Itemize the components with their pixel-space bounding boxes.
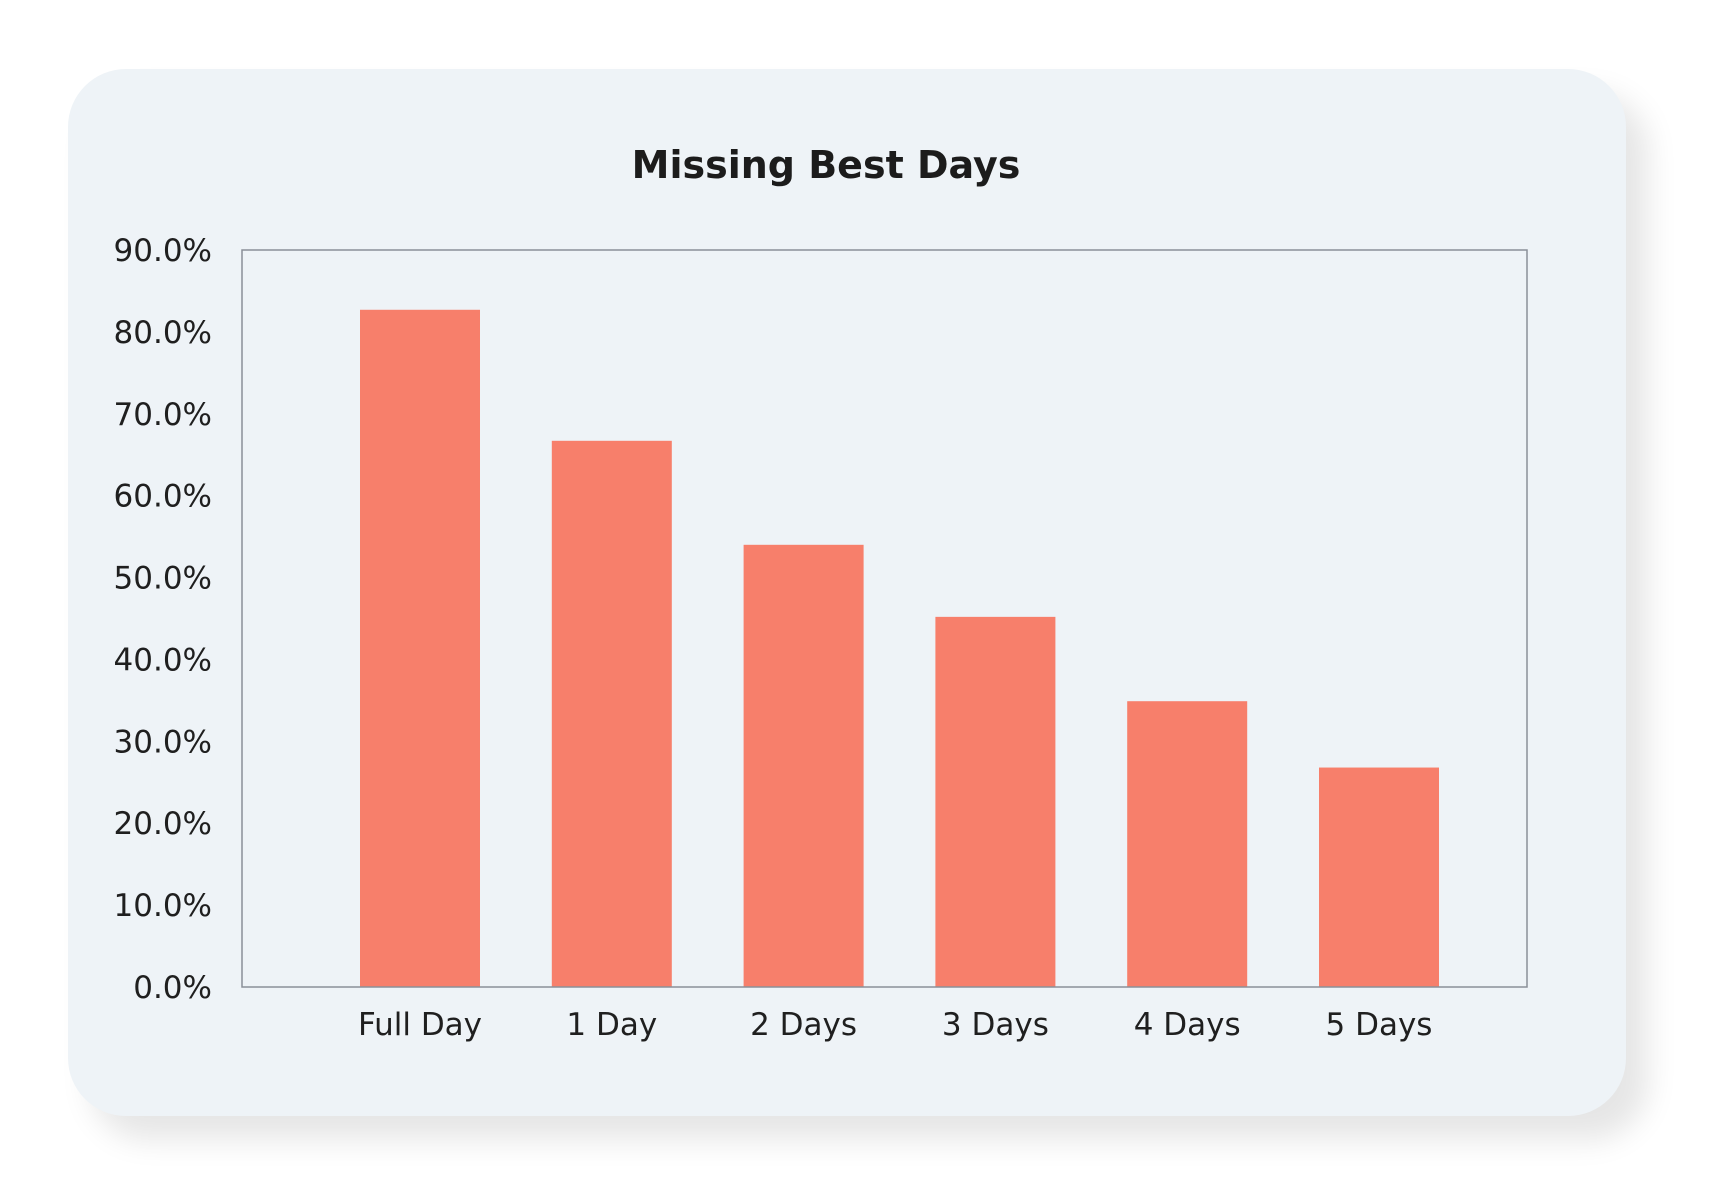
x-tick-label: 1 Day (566, 1007, 657, 1043)
y-tick-label: 20.0% (114, 806, 212, 842)
y-tick-label: 50.0% (114, 561, 212, 597)
x-tick-label: 5 Days (1326, 1007, 1433, 1043)
y-tick-label: 70.0% (114, 397, 212, 433)
x-axis-tick-labels: Full Day 1 Day 2 Days 3 Days 4 Days 5 Days (358, 1007, 1433, 1043)
bar (1319, 767, 1439, 987)
y-tick-label: 90.0% (114, 233, 212, 269)
bar (551, 440, 672, 987)
y-tick-label: 80.0% (114, 315, 212, 351)
bar (935, 616, 1056, 987)
y-tick-label: 0.0% (133, 970, 212, 1006)
x-tick-label: 2 Days (750, 1007, 857, 1043)
y-axis-tick-labels: 0.0% 10.0% 20.0% 30.0% 40.0% 50.0% 60.0% 70.0% 8… (114, 233, 212, 1006)
y-tick-label: 10.0% (114, 888, 212, 924)
bar (743, 544, 864, 987)
bar (360, 309, 480, 987)
y-tick-label: 60.0% (114, 479, 212, 515)
plot-area-frame (241, 249, 1528, 988)
y-tick-label: 30.0% (114, 724, 212, 760)
x-tick-label: 3 Days (942, 1007, 1049, 1043)
x-tick-label: 4 Days (1134, 1007, 1241, 1043)
x-tick-label: Full Day (358, 1007, 482, 1043)
chart-title: Missing Best Days (632, 143, 1021, 187)
bars (360, 309, 1439, 987)
y-tick-label: 40.0% (114, 642, 212, 678)
bar (1127, 701, 1248, 987)
